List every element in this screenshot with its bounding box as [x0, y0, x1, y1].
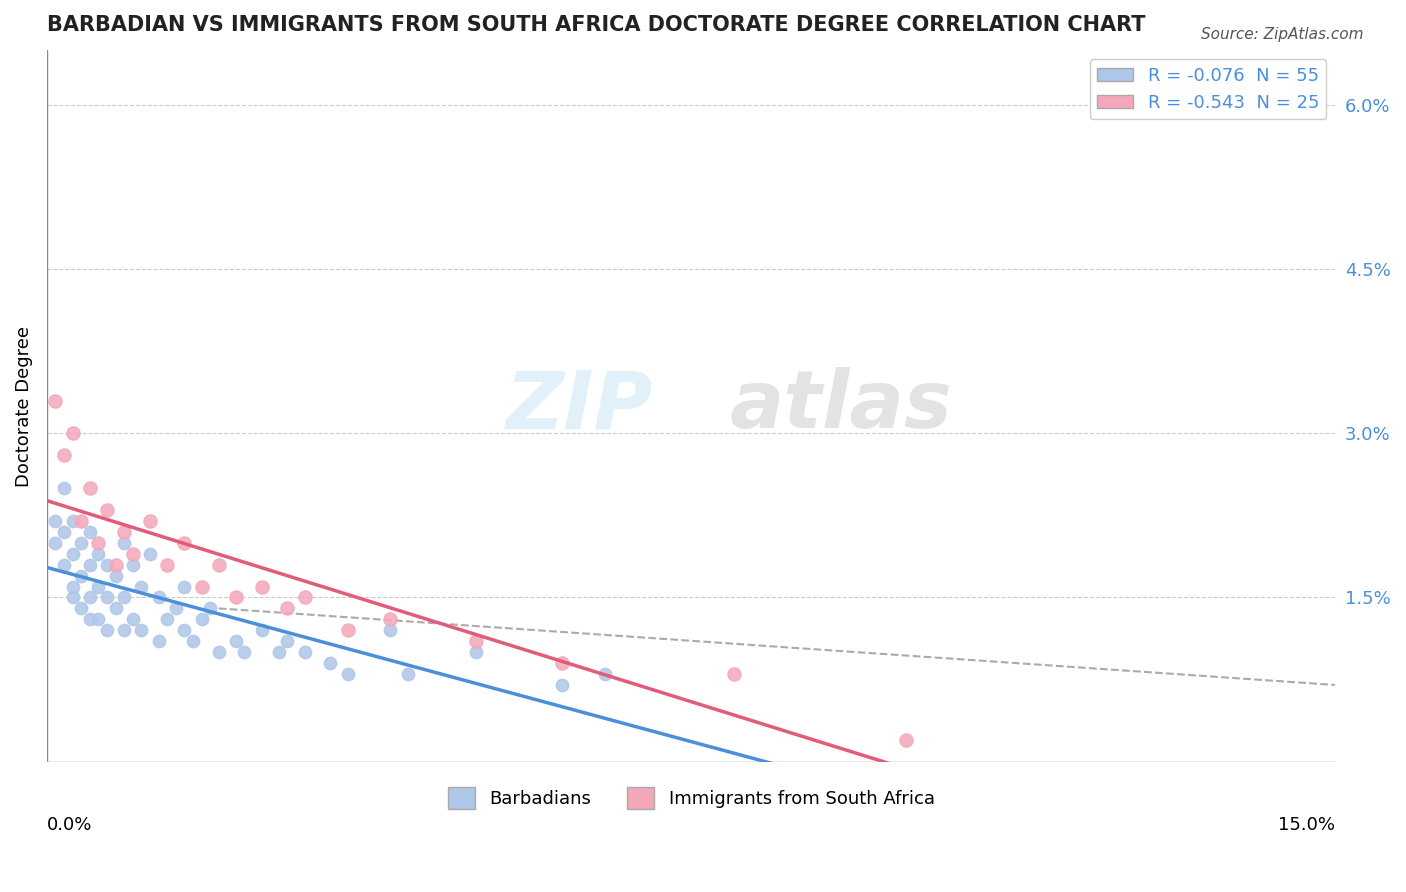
Point [173, 535, 195, 549]
Point [208, 558, 231, 572]
Point [112, 535, 135, 549]
Point [112, 624, 135, 638]
Point [173, 580, 195, 594]
Text: ZIP: ZIP [505, 367, 652, 445]
Point [87, 612, 110, 626]
Point [380, 624, 402, 638]
Text: atlas: atlas [730, 367, 952, 445]
Point [121, 612, 143, 626]
Point [551, 678, 574, 692]
Point [173, 624, 195, 638]
Point [380, 612, 402, 626]
Legend: Barbadians, Immigrants from South Africa: Barbadians, Immigrants from South Africa [440, 780, 942, 816]
Point [225, 591, 247, 605]
Point [148, 591, 170, 605]
Point [70, 601, 93, 615]
Point [139, 547, 162, 561]
Point [225, 634, 247, 648]
Point [198, 601, 221, 615]
Text: 0.0%: 0.0% [46, 816, 93, 834]
Point [156, 558, 179, 572]
Point [121, 558, 143, 572]
Point [44, 535, 66, 549]
Point [233, 645, 256, 659]
Point [87, 535, 110, 549]
Point [79, 612, 101, 626]
Point [112, 524, 135, 539]
Point [62, 426, 84, 441]
Point [79, 558, 101, 572]
Point [44, 514, 66, 528]
Point [79, 481, 101, 495]
Point [104, 558, 127, 572]
Point [336, 667, 359, 681]
Point [131, 580, 153, 594]
Point [465, 634, 488, 648]
Point [894, 732, 917, 747]
Point [208, 645, 231, 659]
Point [70, 568, 93, 582]
Point [551, 656, 574, 670]
Point [53, 524, 76, 539]
Point [190, 580, 212, 594]
Point [62, 591, 84, 605]
Point [62, 514, 84, 528]
Point [104, 568, 127, 582]
Point [70, 514, 93, 528]
Point [396, 667, 419, 681]
Point [336, 624, 359, 638]
Point [96, 558, 118, 572]
Point [104, 601, 127, 615]
Point [294, 591, 316, 605]
Point [465, 645, 488, 659]
Point [148, 634, 170, 648]
Point [276, 634, 298, 648]
Point [44, 393, 66, 408]
Point [79, 591, 101, 605]
Y-axis label: Doctorate Degree: Doctorate Degree [15, 326, 32, 486]
Point [87, 547, 110, 561]
Point [294, 645, 316, 659]
Point [250, 580, 273, 594]
Point [53, 558, 76, 572]
Point [723, 667, 745, 681]
Point [181, 634, 204, 648]
Point [62, 547, 84, 561]
Text: BARBADIAN VS IMMIGRANTS FROM SOUTH AFRICA DOCTORATE DEGREE CORRELATION CHART: BARBADIAN VS IMMIGRANTS FROM SOUTH AFRIC… [46, 15, 1146, 35]
Point [79, 524, 101, 539]
Point [267, 645, 290, 659]
Point [112, 591, 135, 605]
Point [319, 656, 342, 670]
Point [96, 503, 118, 517]
Point [121, 547, 143, 561]
Point [250, 624, 273, 638]
Point [53, 481, 76, 495]
Point [62, 580, 84, 594]
Point [87, 580, 110, 594]
Point [131, 624, 153, 638]
Point [96, 624, 118, 638]
Point [139, 514, 162, 528]
Point [156, 612, 179, 626]
Point [165, 601, 187, 615]
Point [593, 667, 616, 681]
Point [70, 535, 93, 549]
Point [53, 448, 76, 462]
Point [96, 591, 118, 605]
Text: Source: ZipAtlas.com: Source: ZipAtlas.com [1201, 27, 1364, 42]
Text: 15.0%: 15.0% [1278, 816, 1336, 834]
Point [190, 612, 212, 626]
Point [276, 601, 298, 615]
